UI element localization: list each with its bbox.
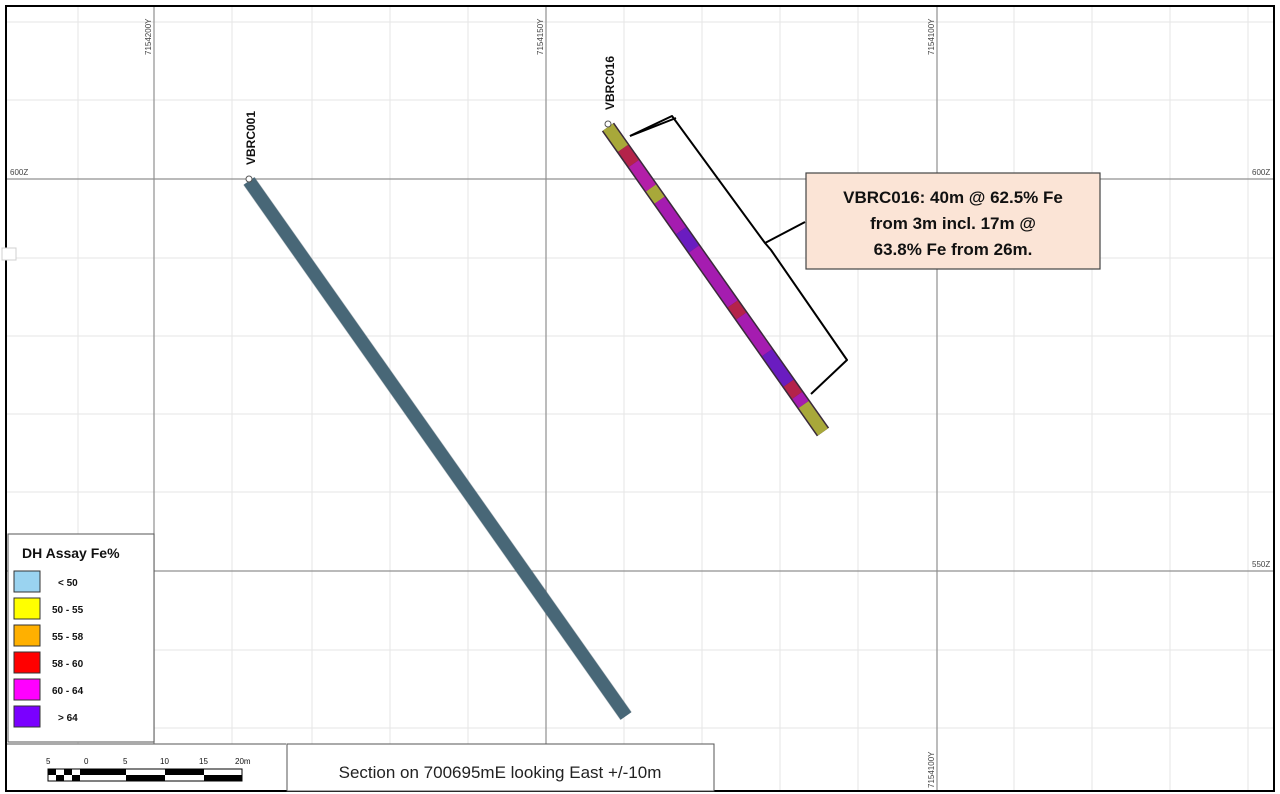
assay-interval-9[interactable] (736, 312, 773, 357)
legend-swatch-60-64 (13, 678, 41, 701)
scale-tick-5: 5 (123, 757, 128, 766)
drillhole-vbrc001[interactable]: VBRC001 (243, 111, 632, 721)
drillhole-vbrc016[interactable] (601, 122, 830, 437)
elevation-label-left-600: 600Z (10, 168, 28, 177)
elevation-label-right-600: 600Z (1252, 168, 1270, 177)
scale-block (165, 769, 204, 775)
assay-interval-10[interactable] (762, 349, 794, 387)
assay-interval-4[interactable] (646, 184, 665, 204)
legend: DH Assay Fe% < 50 50 - 55 55 - 58 58 - 6… (7, 533, 155, 743)
scale-block (204, 775, 242, 781)
scale-tick-20m: 20m (235, 757, 251, 766)
callout-line-3: 63.8% Fe from 26m. (874, 240, 1033, 259)
assay-interval-8[interactable] (727, 300, 747, 320)
intercept-bracket (629, 115, 848, 395)
northing-label-1: 7154200Y (144, 18, 153, 55)
callout-line-2: from 3m incl. 17m @ (870, 214, 1036, 233)
legend-title: DH Assay Fe% (22, 545, 120, 561)
assay-interval-7[interactable] (689, 245, 738, 308)
scale-block (48, 769, 56, 775)
section-title: Section on 700695mE looking East +/-10m (339, 763, 662, 782)
callout-box (805, 172, 1101, 270)
assay-interval-1[interactable] (603, 123, 628, 152)
map-frame (5, 5, 1275, 792)
elevation-label-right-550: 550Z (1252, 560, 1270, 569)
legend-swatch-gt64 (13, 705, 41, 728)
drillhole-label-vbrc016: VBRC016 (603, 56, 617, 110)
assay-interval-2[interactable] (618, 144, 639, 168)
drillhole-label-vbrc001: VBRC001 (244, 111, 258, 165)
scale-tick-10: 10 (160, 757, 169, 766)
assay-interval-13[interactable] (798, 401, 828, 436)
collar-marker-vbrc016 (604, 120, 612, 128)
drillhole-outline-vbrc001 (243, 176, 632, 721)
legend-label-50-55: 50 - 55 (52, 605, 84, 616)
scale-tick-5a: 5 (46, 757, 51, 766)
legend-label-58-60: 58 - 60 (52, 659, 84, 670)
section-title-box: Section on 700695mE looking East +/-10m (286, 743, 715, 792)
scale-tick-0: 0 (84, 757, 89, 766)
scale-block (64, 769, 72, 775)
northing-label-3: 7154100Y (927, 18, 936, 55)
scale-block (87, 769, 126, 775)
drillhole-trace-vbrc001[interactable] (243, 177, 632, 720)
northing-label-bottom: 7154100Y (927, 751, 936, 788)
intercept-callout: VBRC016: 40m @ 62.5% Fe from 3m incl. 17… (805, 172, 1101, 270)
assay-interval-11[interactable] (783, 379, 803, 399)
assay-interval-3[interactable] (628, 160, 656, 192)
scale-tick-15: 15 (199, 757, 208, 766)
scale-block (80, 769, 87, 775)
legend-swatch-55-58 (13, 624, 41, 647)
intercept-bracket-cap (629, 117, 677, 137)
assay-interval-5[interactable] (654, 196, 687, 235)
assay-interval-6[interactable] (676, 227, 699, 253)
edge-marker (1, 247, 17, 261)
section-title-frame (286, 743, 715, 792)
collar-marker-vbrc001 (245, 175, 253, 183)
scale-bar-panel (8, 744, 287, 790)
northing-label-2: 7154150Y (536, 18, 545, 55)
callout-line-1: VBRC016: 40m @ 62.5% Fe (843, 188, 1063, 207)
legend-label-lt50: < 50 (58, 578, 78, 589)
assay-interval-12[interactable] (792, 391, 809, 409)
legend-label-gt64: > 64 (58, 713, 78, 724)
scale-block (56, 775, 64, 781)
legend-swatch-50-55 (13, 597, 41, 620)
legend-swatch-58-60 (13, 651, 41, 674)
legend-swatch-lt50 (13, 570, 41, 593)
scale-block (72, 775, 80, 781)
scale-block (126, 775, 165, 781)
legend-label-60-64: 60 - 64 (52, 686, 84, 697)
scale-bar: 5 0 5 10 15 20m (46, 757, 251, 782)
legend-label-55-58: 55 - 58 (52, 632, 84, 643)
